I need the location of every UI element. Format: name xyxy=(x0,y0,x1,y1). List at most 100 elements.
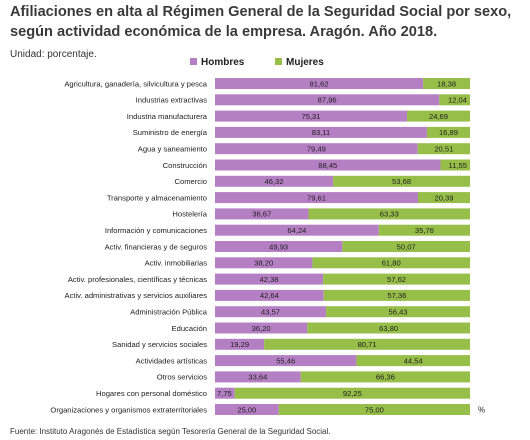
bar-mujeres xyxy=(407,110,470,122)
data-label-mujeres: 50,07 xyxy=(397,242,416,251)
bar-hombres xyxy=(215,241,343,252)
data-label-hombres: 79,49 xyxy=(307,145,326,154)
x-axis-unit: % xyxy=(478,405,485,414)
category-label: Organizaciones y organismos extraterrito… xyxy=(50,405,207,414)
data-label-hombres: 79,61 xyxy=(307,193,326,202)
data-label-mujeres: 44,54 xyxy=(404,356,423,365)
category-label: Activ. financieras y de seguros xyxy=(105,242,208,251)
bar-hombres xyxy=(215,159,441,171)
bar-hombres xyxy=(215,338,265,350)
bar-hombres xyxy=(215,94,440,106)
bar-hombres xyxy=(215,78,424,89)
data-label-hombres: 42,38 xyxy=(260,275,279,284)
bar-hombres xyxy=(215,143,418,155)
legend-swatch-mujeres xyxy=(275,58,282,65)
category-label: Comercio xyxy=(175,177,208,186)
data-label-mujeres: 80,71 xyxy=(358,340,377,349)
category-label: Activ. profesionales, científicas y técn… xyxy=(68,275,207,284)
bar-hombres xyxy=(215,192,419,204)
category-label: Activ. inmobiliarias xyxy=(145,259,208,268)
category-label: Hogares con personal doméstico xyxy=(96,389,207,398)
data-label-hombres: 55,46 xyxy=(276,356,295,365)
bar-mujeres xyxy=(417,143,470,155)
category-label: Educación xyxy=(172,324,207,333)
data-label-hombres: 25,00 xyxy=(237,405,256,414)
unit-label: Unidad: porcentaje. xyxy=(10,49,97,60)
bar-mujeres xyxy=(440,159,470,171)
data-label-hombres: 46,32 xyxy=(265,177,284,186)
bar-hombres xyxy=(215,110,408,122)
data-label-hombres: 49,93 xyxy=(269,242,288,251)
bar-mujeres xyxy=(307,322,470,334)
data-label-mujeres: 20,39 xyxy=(434,193,453,202)
data-label-hombres: 33,64 xyxy=(248,373,267,382)
category-label: Otros servicios xyxy=(157,373,207,382)
category-label: Hostelería xyxy=(172,210,207,219)
data-label-hombres: 75,31 xyxy=(302,112,321,121)
data-label-mujeres: 53,68 xyxy=(392,177,411,186)
data-label-hombres: 81,62 xyxy=(310,79,329,88)
category-label: Actividades artísticas xyxy=(136,356,208,365)
bar-hombres xyxy=(215,208,309,220)
bar-hombres xyxy=(215,273,324,285)
data-label-mujeres: 16,89 xyxy=(439,128,458,137)
data-label-mujeres: 57,62 xyxy=(387,275,406,284)
bar-mujeres xyxy=(323,273,470,285)
data-label-mujeres: 18,38 xyxy=(437,79,456,88)
data-label-hombres: 36,20 xyxy=(252,324,271,333)
data-label-mujeres: 57,36 xyxy=(387,291,406,300)
legend-swatch-hombres xyxy=(190,58,197,65)
legend-label-mujeres: Mujeres xyxy=(286,57,324,68)
category-label: Administración Pública xyxy=(130,308,208,317)
data-label-mujeres: 61,80 xyxy=(382,259,401,268)
category-label: Sanidad y servicios sociales xyxy=(112,340,207,349)
bar-hombres xyxy=(215,306,327,318)
bar-mujeres xyxy=(323,289,470,301)
data-label-hombres: 38,20 xyxy=(254,259,273,268)
bar-mujeres xyxy=(423,78,470,89)
category-label: Agricultura, ganadería, silvicultura y p… xyxy=(64,79,207,88)
data-label-hombres: 43,57 xyxy=(261,308,280,317)
data-label-hombres: 19,29 xyxy=(230,340,249,349)
bar-mujeres xyxy=(333,175,470,187)
bar-mujeres xyxy=(264,338,470,350)
bar-mujeres xyxy=(342,241,470,252)
bar-hombres xyxy=(215,224,379,236)
data-label-mujeres: 75,00 xyxy=(365,405,384,414)
bar-mujeres xyxy=(234,387,470,399)
category-label: Suministro de energía xyxy=(133,128,208,137)
bar-mujeres xyxy=(278,404,470,415)
data-label-mujeres: 20,51 xyxy=(434,145,453,154)
data-label-hombres: 42,64 xyxy=(260,291,279,300)
bar-mujeres xyxy=(426,126,470,138)
bar-mujeres xyxy=(308,208,470,220)
bar-hombres xyxy=(215,322,308,334)
category-label: Activ. administrativas y servicios auxil… xyxy=(65,291,208,300)
category-label: Construcción xyxy=(163,161,207,170)
category-label: Industrias extractivas xyxy=(136,96,208,105)
bar-hombres xyxy=(215,175,334,187)
bar-hombres xyxy=(215,289,324,301)
bar-hombres xyxy=(215,126,427,138)
data-label-mujeres: 12,04 xyxy=(448,96,467,105)
data-label-mujeres: 24,69 xyxy=(429,112,448,121)
data-label-mujeres: 63,33 xyxy=(380,210,399,219)
source-note: Fuente: Instituto Aragonés de Estadístic… xyxy=(10,427,331,436)
category-label: Industria manufacturera xyxy=(127,112,208,121)
data-label-hombres: 88,45 xyxy=(318,161,337,170)
bar-hombres xyxy=(215,257,313,269)
data-label-mujeres: 92,25 xyxy=(343,389,362,398)
category-label: Agua y saneamiento xyxy=(138,145,207,154)
legend-label-hombres: Hombres xyxy=(201,57,245,68)
bar-mujeres xyxy=(418,192,470,204)
data-label-mujeres: 35,76 xyxy=(415,226,434,235)
data-label-hombres: 87,96 xyxy=(318,96,337,105)
bar-mujeres xyxy=(439,94,470,106)
category-label: Transporte y almacenamiento xyxy=(107,193,207,202)
bar-mujeres xyxy=(300,371,470,383)
category-label: Información y comunicaciones xyxy=(105,226,207,235)
bar-mujeres xyxy=(378,224,470,236)
chart-title: Afiliaciones en alta al Régimen General … xyxy=(10,4,512,40)
bar-mujeres xyxy=(326,306,470,318)
